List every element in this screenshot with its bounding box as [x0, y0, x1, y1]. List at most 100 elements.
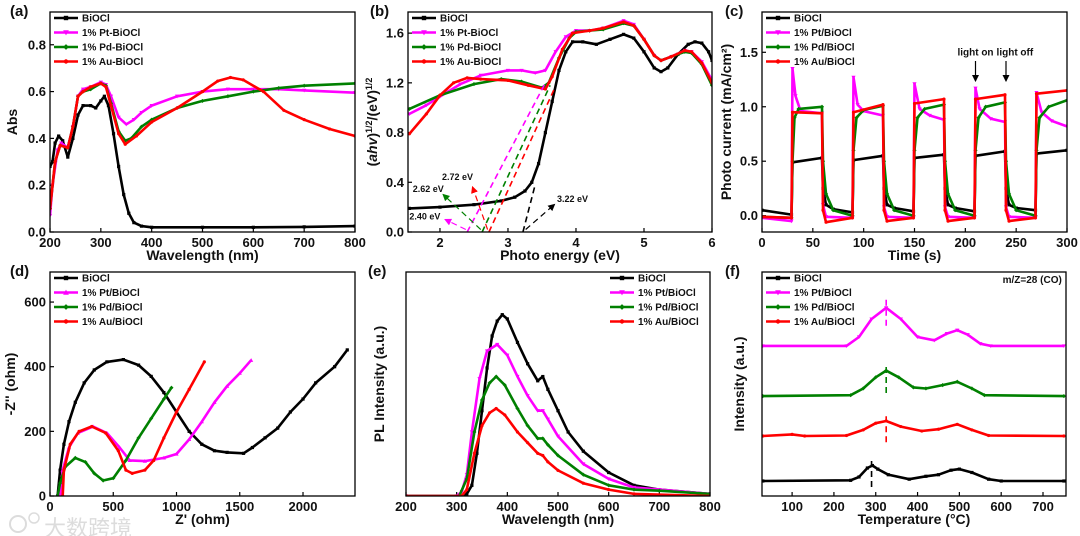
data-point	[479, 77, 483, 81]
x-tick-label: 0	[758, 235, 765, 250]
legend-item: 1% Au/BiOCl	[54, 317, 143, 328]
data-point	[873, 375, 878, 380]
data-point	[134, 134, 139, 138]
data-point	[408, 132, 411, 136]
data-point	[132, 221, 136, 225]
data-point	[844, 433, 849, 438]
legend-item: BiOCl	[412, 14, 468, 25]
y-axis-label: (ahv)1/2/(eV)1/2	[364, 78, 380, 167]
data-point	[543, 130, 547, 135]
data-point	[632, 24, 636, 28]
data-point	[58, 143, 62, 148]
data-point	[1034, 92, 1039, 96]
data-point	[66, 146, 70, 150]
y-axis-label: Photo current (mA/cm²)	[718, 44, 734, 200]
annotation: 2.72 eV	[442, 172, 473, 182]
x-tick-label: 50	[806, 235, 820, 250]
data-point	[1006, 191, 1012, 196]
data-point	[200, 98, 205, 104]
data-point	[884, 306, 889, 310]
series-line	[50, 76, 355, 209]
data-point	[109, 104, 113, 108]
legend-marker-icon	[775, 275, 781, 281]
data-point	[515, 406, 520, 411]
data-point	[187, 387, 191, 391]
legend-marker-icon	[775, 30, 781, 36]
data-point	[911, 385, 916, 390]
legend-item: 1% Pt/BiOCl	[766, 28, 852, 39]
data-point	[73, 400, 77, 404]
annotation: light on	[957, 48, 993, 59]
data-point	[792, 115, 797, 120]
data-point	[587, 29, 592, 33]
legend: BiOCl 1% Pt/BiOCl 1% Pd/BiOCl 1% Au/BiOCl	[766, 274, 855, 328]
data-point	[94, 106, 98, 110]
data-point	[581, 462, 586, 467]
data-point	[58, 468, 62, 472]
data-point	[99, 81, 103, 85]
legend-label: BiOCl	[82, 14, 110, 25]
data-point	[139, 124, 144, 129]
data-point	[693, 40, 697, 44]
data-point	[200, 442, 204, 446]
data-point	[973, 97, 978, 101]
legend-item: 1% Pd-BiOCl	[412, 43, 501, 54]
data-point	[117, 164, 121, 169]
data-point	[488, 411, 492, 415]
legend-marker-icon	[63, 44, 69, 50]
legend-item: BiOCl	[766, 274, 822, 285]
data-point	[556, 409, 560, 413]
y-tick-label: 0.8	[28, 37, 46, 52]
data-point	[122, 192, 126, 197]
data-point	[710, 58, 712, 63]
data-point	[353, 224, 355, 228]
data-point	[541, 374, 545, 379]
data-point	[850, 216, 855, 220]
data-point	[1003, 93, 1007, 97]
data-point	[465, 76, 469, 80]
data-point	[117, 132, 121, 136]
data-point	[408, 106, 412, 112]
data-point	[53, 160, 57, 164]
data-point	[915, 115, 920, 120]
legend-label: 1% Pd/BiOCl	[794, 43, 855, 54]
data-point	[983, 104, 988, 109]
data-point	[102, 94, 106, 98]
data-point	[881, 102, 885, 107]
y-tick-label: 1.5	[740, 45, 758, 60]
data-point	[111, 132, 116, 136]
data-point	[700, 41, 704, 45]
data-point	[515, 340, 520, 344]
legend: BiOCl 1% Pt/BiOCl 1% Pd/BiOCl 1% Au/BiOCl	[766, 14, 855, 68]
data-point	[127, 211, 131, 215]
data-point	[302, 88, 307, 93]
data-point	[526, 83, 530, 87]
data-point	[533, 71, 538, 75]
y-tick-label: 0.0	[386, 225, 404, 240]
plot-area	[55, 348, 349, 496]
legend-label: BiOCl	[794, 14, 822, 25]
data-point	[848, 393, 853, 398]
data-point	[898, 317, 903, 322]
data-point	[536, 379, 540, 383]
x-tick-label: 5	[640, 235, 647, 250]
data-point	[631, 487, 637, 492]
x-tick-label: 500	[547, 499, 569, 514]
data-point	[494, 374, 499, 379]
data-point	[546, 460, 550, 464]
data-point	[892, 208, 897, 213]
data-point	[438, 205, 442, 209]
data-point	[940, 383, 945, 388]
legend-marker-icon	[63, 59, 69, 64]
legend-marker-icon	[63, 30, 69, 36]
plot-frame	[761, 271, 1067, 497]
legend-item: 1% Pd/BiOCl	[766, 303, 855, 314]
data-point	[606, 477, 611, 482]
data-point	[212, 449, 217, 453]
data-point	[202, 360, 206, 364]
data-point	[124, 468, 128, 472]
data-point	[594, 42, 598, 46]
data-point	[535, 409, 540, 413]
x-tick-label: 500	[949, 499, 971, 514]
data-point	[621, 32, 626, 36]
